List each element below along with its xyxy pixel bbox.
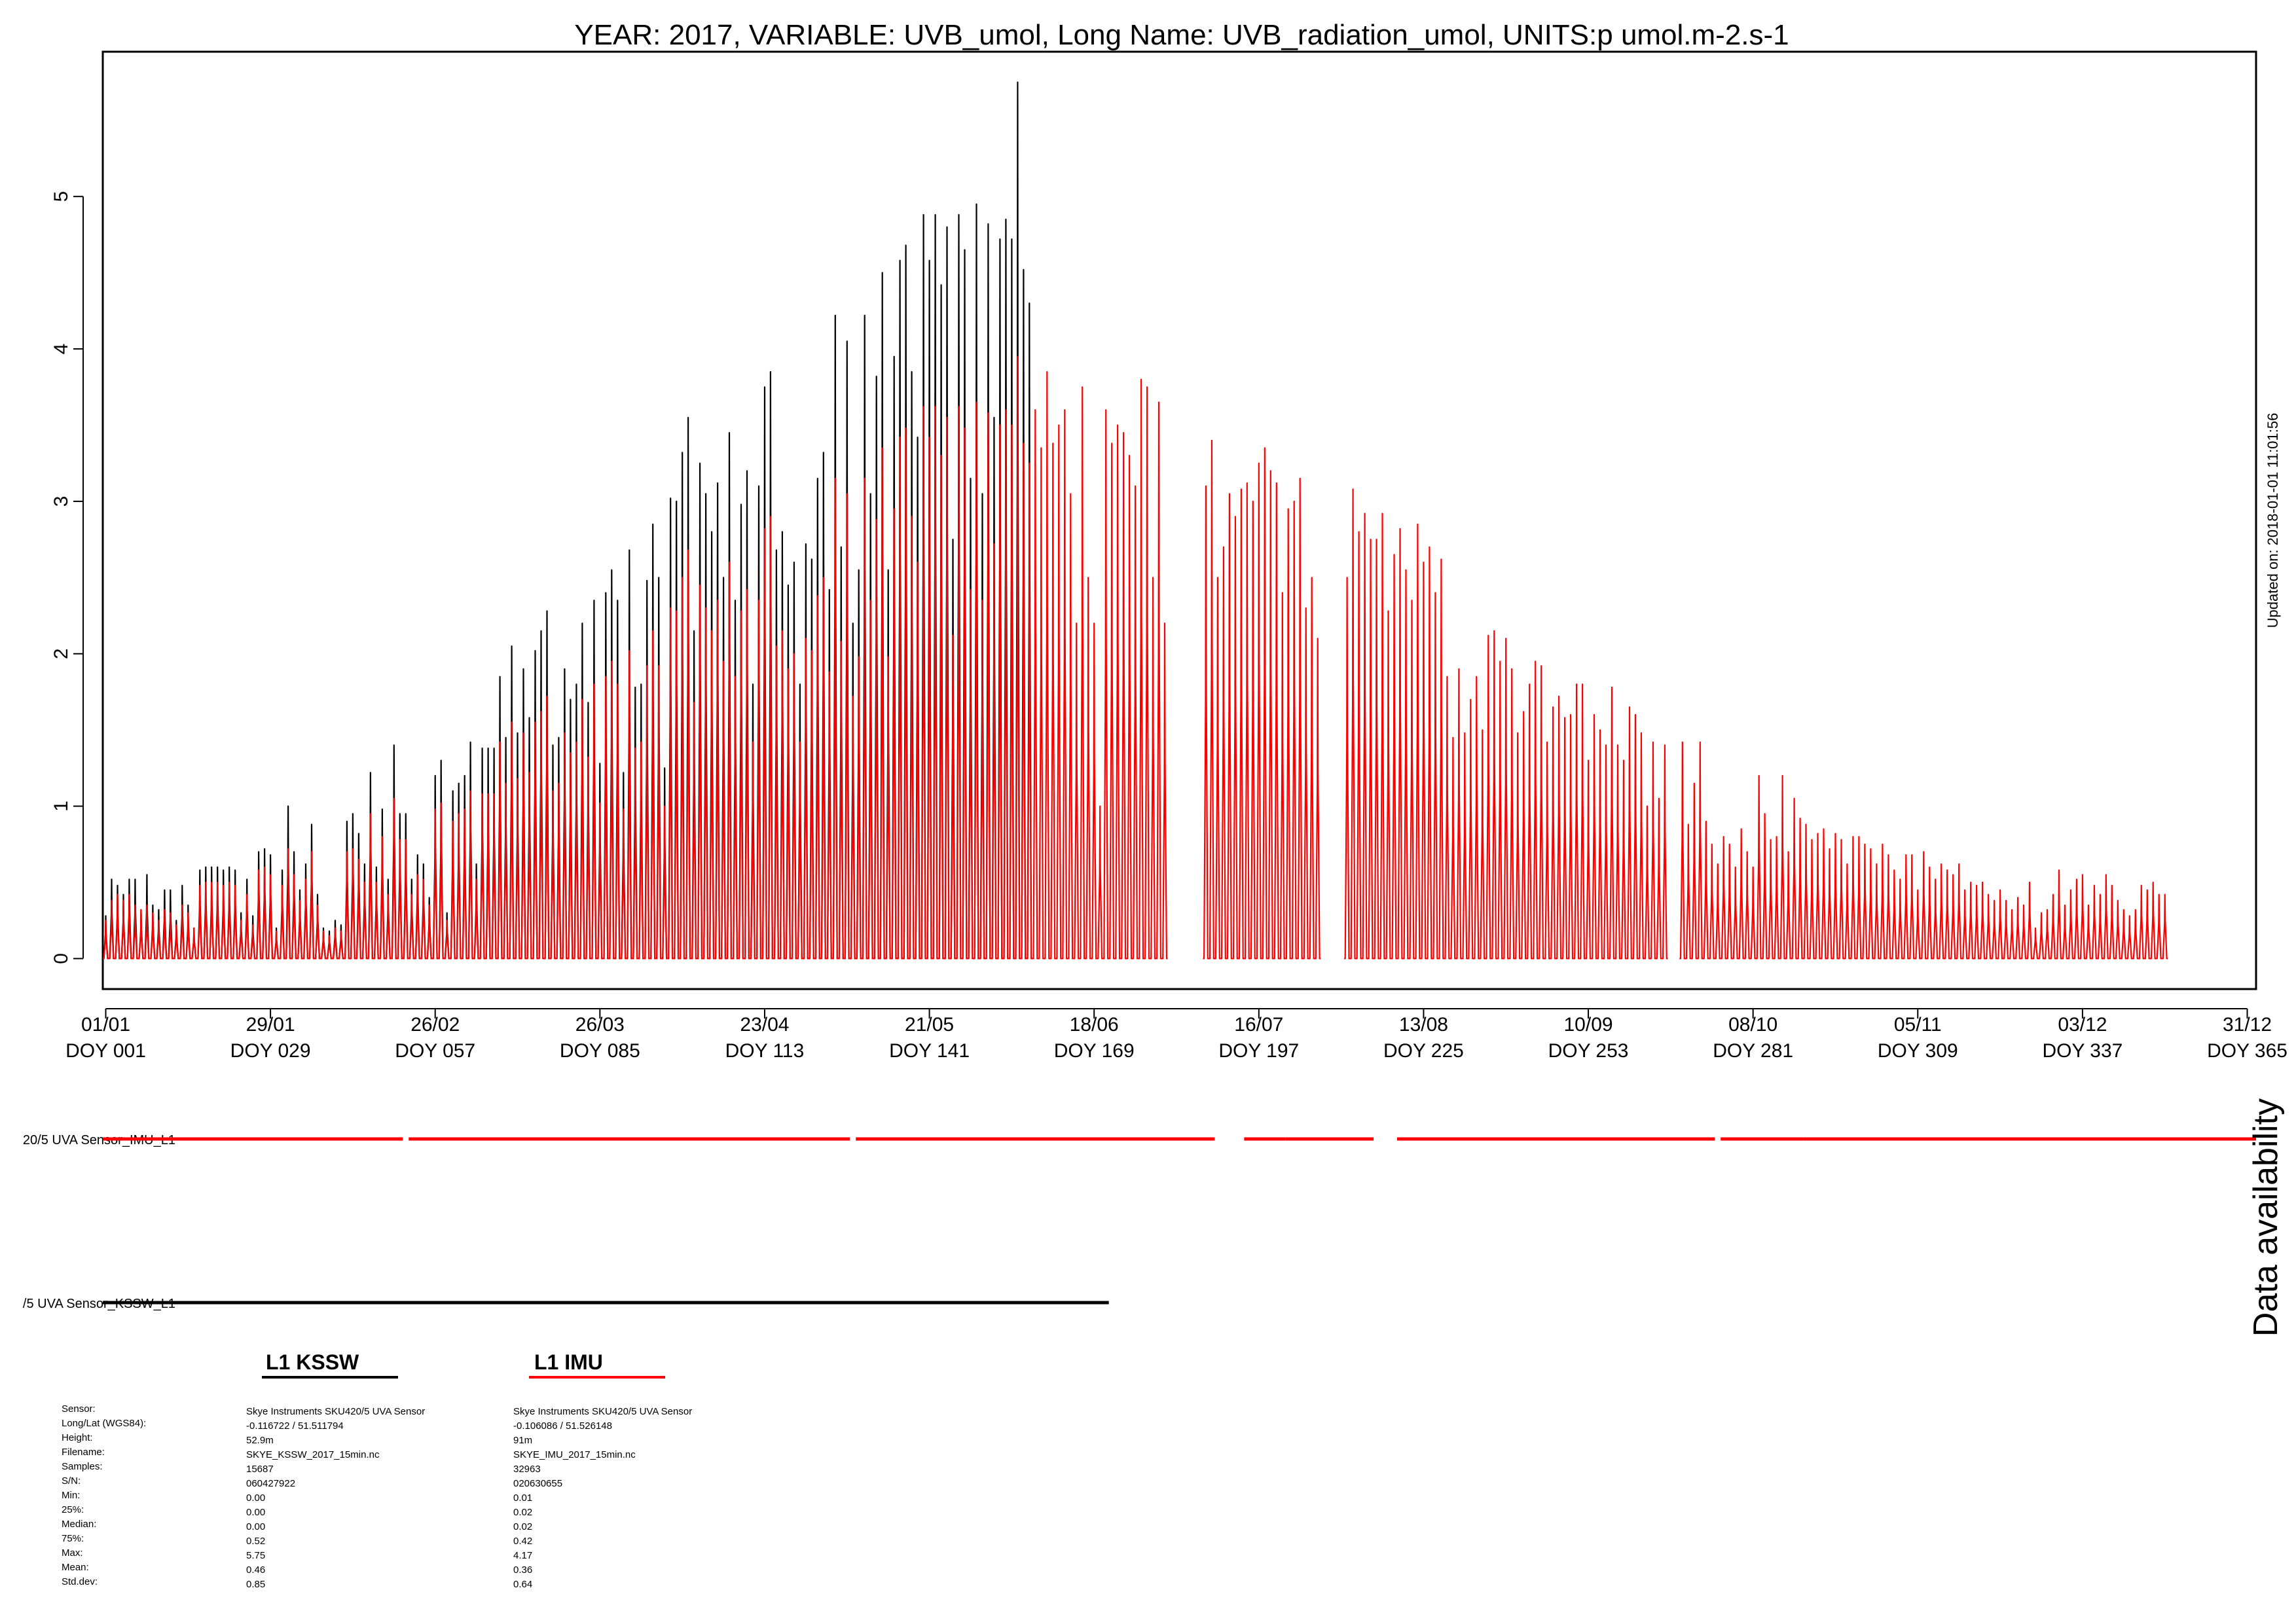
x-tick-doy: DOY 309: [1878, 1040, 1958, 1062]
x-tick-date: 05/11: [1894, 1014, 1942, 1036]
meta-value: Long/Lat (WGS84):: [62, 1418, 147, 1429]
meta-value: Std.dev:: [62, 1576, 98, 1587]
meta-value: -0.106086 / 51.526148: [513, 1420, 612, 1432]
meta-value: 0.00: [246, 1492, 266, 1504]
x-tick-doy: DOY 085: [560, 1040, 640, 1062]
x-tick-date: 13/08: [1399, 1014, 1448, 1036]
x-tick-doy: DOY 197: [1218, 1040, 1299, 1062]
meta-value: Skye Instruments SKU420/5 UVA Sensor: [246, 1406, 426, 1417]
meta-value: Min:: [62, 1490, 81, 1501]
x-tick-doy: DOY 169: [1054, 1040, 1135, 1062]
x-tick-date: 08/10: [1728, 1014, 1777, 1036]
y-tick-label: 3: [50, 496, 72, 507]
availability-title: Data availability: [2247, 1098, 2285, 1337]
meta-kssw-column: Skye Instruments SKU420/5 UVA Sensor -0.1…: [246, 1405, 425, 1592]
x-tick-doy: DOY 113: [725, 1040, 805, 1062]
meta-value: Max:: [62, 1547, 83, 1559]
x-tick-date: 10/09: [1564, 1014, 1613, 1036]
meta-value: 0.64: [513, 1579, 533, 1590]
meta-value: Samples:: [62, 1461, 103, 1472]
meta-value: 0.36: [513, 1564, 533, 1576]
meta-value: SKYE_IMU_2017_15min.nc: [513, 1449, 636, 1460]
x-tick-doy: DOY 001: [65, 1040, 146, 1062]
meta-value: 0.85: [246, 1579, 266, 1590]
meta-value: Skye Instruments SKU420/5 UVA Sensor: [513, 1406, 693, 1417]
x-tick-date: 18/06: [1070, 1014, 1119, 1036]
legend-label-kssw: L1 KSSW: [266, 1350, 359, 1374]
x-tick-doy: DOY 281: [1713, 1040, 1793, 1062]
meta-value: 4.17: [513, 1550, 533, 1561]
meta-value: Height:: [62, 1432, 93, 1443]
meta-value: 0.00: [246, 1521, 266, 1532]
meta-value: SKYE_KSSW_2017_15min.nc: [246, 1449, 380, 1460]
meta-value: 75%:: [62, 1533, 84, 1544]
meta-value: 0.46: [246, 1564, 266, 1576]
x-tick-doy: DOY 365: [2207, 1040, 2287, 1062]
series-layer: [103, 81, 2168, 960]
meta-value: -0.116722 / 51.511794: [246, 1420, 344, 1432]
meta-value: 0.00: [246, 1507, 266, 1518]
y-tick-label: 4: [50, 344, 72, 355]
legend: L1 KSSW L1 IMU: [262, 1350, 665, 1379]
availability-label-kssw: /5 UVA Sensor_KSSW_L1: [23, 1297, 175, 1311]
y-tick-label: 5: [50, 191, 72, 202]
availability-label-imu: 20/5 UVA Sensor_IMU_L1: [23, 1133, 175, 1147]
meta-value: 15687: [246, 1464, 274, 1475]
meta-value: Sensor:: [62, 1403, 96, 1415]
x-tick-date: 29/01: [246, 1014, 295, 1036]
x-tick-doy: DOY 337: [2042, 1040, 2123, 1062]
meta-value: Mean:: [62, 1562, 89, 1573]
y-axis: 0 1 2 3 4 5: [50, 191, 84, 964]
y-tick-label: 0: [50, 953, 72, 964]
meta-value: S/N:: [62, 1475, 81, 1487]
y-tick-label: 2: [50, 648, 72, 659]
plot-frame: [101, 50, 2257, 990]
updated-on-label: Updated on: 2018-01-01 11:01:56: [2265, 413, 2281, 628]
meta-value: 0.01: [513, 1492, 533, 1504]
x-tick-doy: DOY 141: [889, 1040, 970, 1062]
x-tick-date: 16/07: [1234, 1014, 1283, 1036]
meta-imu-column: Skye Instruments SKU420/5 UVA Sensor -0.1…: [513, 1405, 692, 1592]
x-tick-date: 21/05: [905, 1014, 954, 1036]
meta-value: 32963: [513, 1464, 541, 1475]
meta-labels-column: Sensor: Long/Lat (WGS84): Height: Filename:…: [62, 1402, 146, 1589]
x-tick-doy: DOY 253: [1548, 1040, 1629, 1062]
legend-label-imu: L1 IMU: [534, 1350, 603, 1374]
x-tick-date: 31/12: [2223, 1014, 2272, 1036]
meta-value: 020630655: [513, 1478, 563, 1489]
meta-value: 0.42: [513, 1536, 533, 1547]
meta-value: 0.52: [246, 1536, 266, 1547]
meta-value: 25%:: [62, 1504, 84, 1515]
x-tick-doy: DOY 057: [395, 1040, 475, 1062]
x-tick-doy: DOY 225: [1383, 1040, 1464, 1062]
meta-value: Median:: [62, 1519, 97, 1530]
x-tick-doy: DOY 029: [230, 1040, 311, 1062]
meta-value: 91m: [513, 1435, 533, 1446]
x-tick-date: 23/04: [740, 1014, 789, 1036]
meta-value: 0.02: [513, 1521, 533, 1532]
meta-value: 0.02: [513, 1507, 533, 1518]
x-tick-date: 26/03: [575, 1014, 625, 1036]
y-tick-label: 1: [50, 801, 72, 812]
meta-value: Filename:: [62, 1447, 105, 1458]
x-tick-date: 26/02: [410, 1014, 460, 1036]
meta-value: 060427922: [246, 1478, 296, 1489]
chart-title: YEAR: 2017, VARIABLE: UVB_umol, Long Nam…: [574, 19, 1789, 51]
series-line-l1-imu: [103, 355, 2168, 960]
x-tick-date: 01/01: [81, 1014, 130, 1036]
x-tick-date: 03/12: [2058, 1014, 2107, 1036]
availability-panel: 20/5 UVA Sensor_IMU_L1 /5 UVA Sensor_KSS…: [23, 1098, 2285, 1337]
meta-value: 5.75: [246, 1550, 266, 1561]
x-axis: 01/01 DOY 001 29/01 DOY 029 26/02 DOY 057 26/0…: [65, 1008, 2287, 1062]
meta-value: 52.9m: [246, 1435, 274, 1446]
